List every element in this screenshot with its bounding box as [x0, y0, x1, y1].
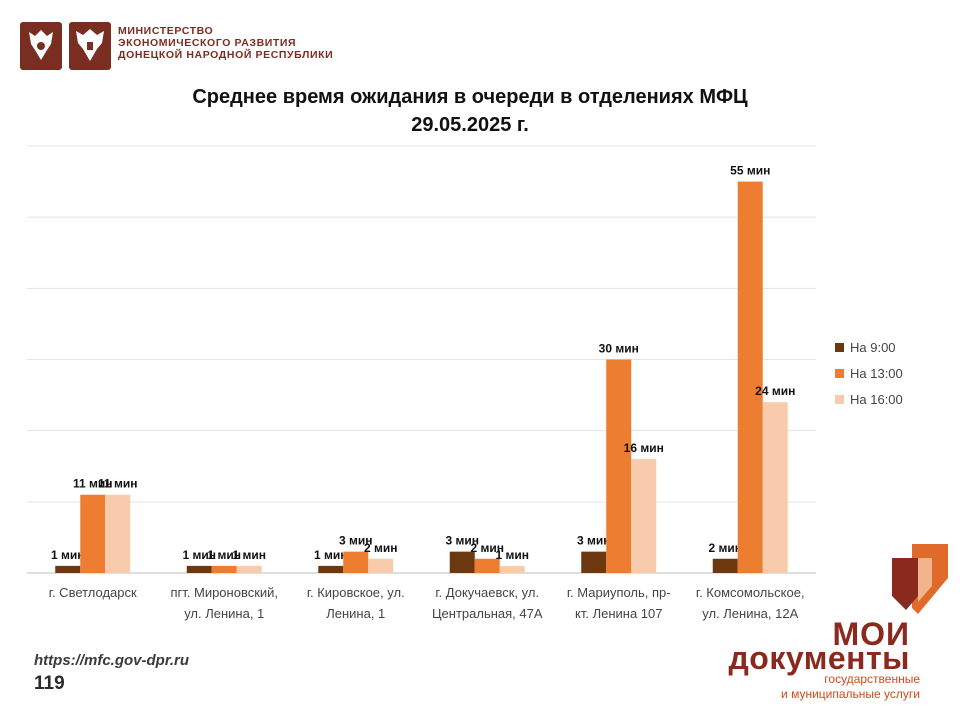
category-label: г. Кировское, ул.: [307, 585, 405, 600]
category-label: кт. Ленина 107: [575, 606, 662, 621]
data-label: 1 мин: [51, 548, 85, 562]
category-label: пгт. Мироновский,: [170, 585, 278, 600]
moi-dokumenty-emblem-icon: [892, 544, 948, 614]
ministry-emblem-icon: [69, 22, 111, 70]
category-label: г. Докучаевск, ул.: [435, 585, 539, 600]
data-label: 30 мин: [599, 342, 639, 356]
data-label: 3 мин: [577, 534, 611, 548]
bar: [236, 565, 262, 573]
bar: [55, 565, 81, 573]
chart-subtitle-date: 29.05.2025 г.: [411, 114, 529, 136]
website-url[interactable]: https://mfc.gov-dpr.ru: [34, 652, 189, 669]
ministry-line: МИНИСТЕРСТВО: [118, 25, 214, 37]
logo-word-moi: МОИ: [832, 616, 910, 652]
bar: [318, 565, 344, 573]
bar: [474, 558, 500, 573]
data-label: 11 мин: [98, 477, 138, 491]
bar: [186, 565, 212, 573]
legend-swatch-16: [835, 394, 844, 404]
legend-label-16: На 16:00: [850, 391, 903, 407]
category-label: ул. Ленина, 12А: [702, 606, 798, 621]
chart-title: Среднее время ожидания в очереди в отдел…: [192, 86, 748, 108]
bar: [712, 558, 738, 573]
data-label: 3 мин: [339, 534, 373, 548]
data-label: 1 мин: [495, 548, 529, 562]
category-label: г. Комсомольское,: [696, 585, 805, 600]
dpr-coat-of-arms-icon: [20, 22, 62, 70]
category-label: ул. Ленина, 1: [184, 606, 264, 621]
data-label: 2 мин: [470, 541, 504, 555]
ministry-line: ЭКОНОМИЧЕСКОГО РАЗВИТИЯ: [118, 37, 297, 49]
ministry-name: МИНИСТЕРСТВО ЭКОНОМИЧЕСКОГО РАЗВИТИЯ ДОН…: [118, 25, 333, 61]
chart-legend: На 9:00 На 13:00 На 16:00: [835, 334, 903, 412]
bar: [449, 551, 475, 573]
bar: [80, 494, 106, 573]
bar: [368, 558, 394, 573]
data-label: 3 мин: [445, 534, 479, 548]
data-label: 11 мин: [73, 477, 113, 491]
data-label: 16 мин: [624, 441, 664, 455]
logo-word-dokumenty: документы: [728, 640, 910, 676]
bar: [737, 181, 763, 574]
legend-label-13: На 13:00: [850, 365, 903, 381]
data-label: 1 мин: [207, 548, 241, 562]
legend-swatch-13: [835, 368, 844, 378]
bar: [581, 551, 607, 573]
bar: [343, 551, 369, 573]
legend-swatch-9: [835, 342, 844, 352]
data-label: 2 мин: [708, 541, 742, 555]
category-label: Ленина, 1: [326, 606, 385, 621]
data-label: 1 мин: [232, 548, 266, 562]
data-label: 1 мин: [182, 548, 216, 562]
data-label: 55 мин: [730, 164, 770, 178]
bar: [105, 494, 131, 573]
logo-subtitle-2: и муниципальные услуги: [781, 687, 920, 701]
bar: [211, 565, 237, 573]
data-label: 1 мин: [314, 548, 348, 562]
legend-item-9: На 9:00: [835, 334, 903, 360]
data-label: 24 мин: [755, 384, 795, 398]
bar: [631, 459, 657, 573]
data-label: 2 мин: [364, 541, 398, 555]
category-label: г. Светлодарск: [49, 585, 137, 600]
category-label: г. Мариуполь, пр-: [567, 585, 671, 600]
bar: [606, 359, 632, 573]
legend-label-9: На 9:00: [850, 339, 896, 355]
legend-item-13: На 13:00: [835, 360, 903, 386]
legend-item-16: На 16:00: [835, 386, 903, 412]
bar: [499, 565, 525, 573]
ministry-line: ДОНЕЦКОЙ НАРОДНОЙ РЕСПУБЛИКИ: [118, 49, 334, 61]
bar: [762, 402, 788, 573]
page-number: 119: [34, 673, 65, 694]
ministry-header: МИНИСТЕРСТВО ЭКОНОМИЧЕСКОГО РАЗВИТИЯ ДОН…: [20, 22, 360, 74]
logo-subtitle-1: государственные: [824, 672, 920, 686]
category-label: Центральная, 47А: [432, 606, 543, 621]
moi-dokumenty-logo: МОИ документы государственные и муниципа…: [720, 540, 950, 710]
